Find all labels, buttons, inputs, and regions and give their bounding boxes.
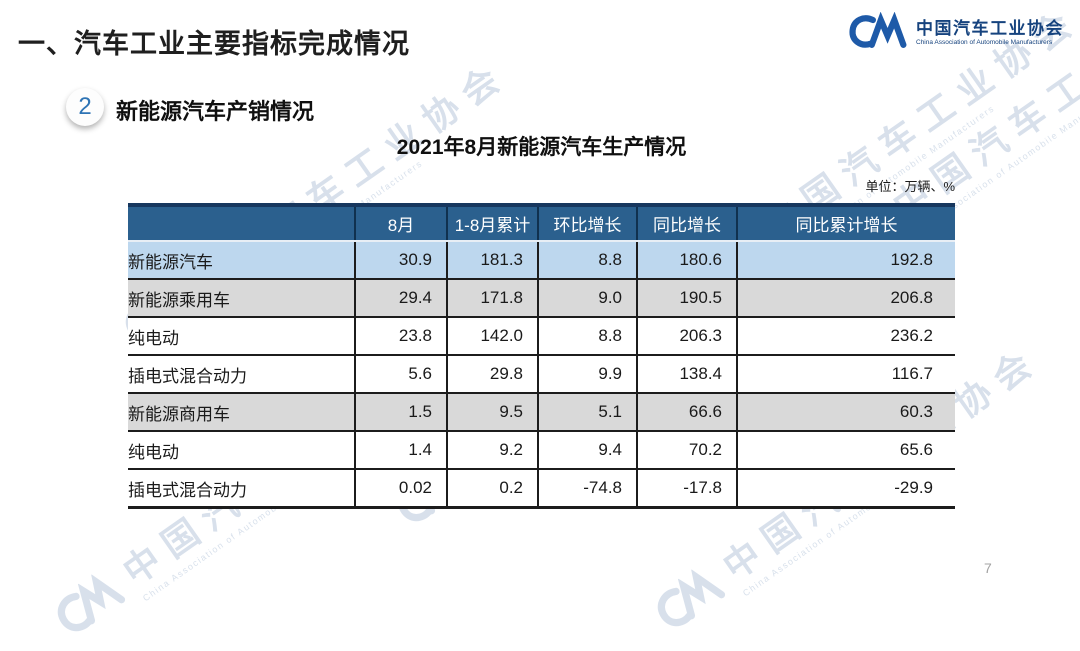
section-title: 新能源汽车产销情况 [116, 99, 315, 124]
row-value-yoy-growth: 70.2 [636, 430, 737, 469]
row-value-mom-growth: 9.9 [537, 354, 637, 393]
row-value-cumulative: 181.3 [446, 241, 538, 279]
row-value-august: 23.8 [354, 316, 447, 355]
table-body: 新能源汽车 30.9 181.3 8.8 180.6 192.8 新能源乘用车 … [128, 241, 955, 509]
section-number-badge: 2 [66, 88, 104, 126]
row-value-yoy-cumulative-growth: 65.6 [736, 430, 955, 469]
row-value-yoy-growth: -17.8 [636, 468, 737, 509]
row-value-yoy-growth: 180.6 [636, 241, 737, 279]
row-value-august: 5.6 [354, 354, 447, 393]
row-value-yoy-cumulative-growth: -29.9 [736, 468, 955, 509]
header-cell-category [128, 203, 355, 242]
page-title: 一、汽车工业主要指标完成情况 [18, 29, 410, 59]
row-label: 新能源乘用车 [128, 278, 355, 317]
logo-name-zh: 中国汽车工业协会 [916, 19, 1064, 39]
row-label: 插电式混合动力 [128, 468, 355, 509]
header-cell-august: 8月 [354, 203, 447, 242]
row-label: 新能源商用车 [128, 392, 355, 431]
table-row: 插电式混合动力 0.02 0.2 -74.8 -17.8 -29.9 [128, 468, 955, 509]
row-value-yoy-cumulative-growth: 236.2 [736, 316, 955, 355]
row-value-mom-growth: 8.8 [537, 241, 637, 279]
production-table: 8月 1-8月累计 环比增长 同比增长 同比累计增长 新能源汽车 30.9 18… [128, 203, 955, 509]
row-value-yoy-growth: 66.6 [636, 392, 737, 431]
unit-note: 单位：万辆、% [865, 179, 955, 194]
row-value-august: 30.9 [354, 241, 447, 279]
row-value-august: 0.02 [354, 468, 447, 509]
caam-monogram-icon [849, 12, 907, 48]
row-value-yoy-growth: 190.5 [636, 278, 737, 317]
table-row: 纯电动 23.8 142.0 8.8 206.3 236.2 [128, 316, 955, 355]
row-value-mom-growth: 5.1 [537, 392, 637, 431]
caam-monogram-icon [657, 568, 726, 627]
header-cell-yoy-growth: 同比增长 [636, 203, 737, 242]
row-value-cumulative: 171.8 [446, 278, 538, 317]
header-cell-yoy-cumulative-growth: 同比累计增长 [736, 203, 955, 242]
row-value-cumulative: 9.2 [446, 430, 538, 469]
header-cell-mom-growth: 环比增长 [537, 203, 637, 242]
row-label: 插电式混合动力 [128, 354, 355, 393]
row-value-yoy-growth: 138.4 [636, 354, 737, 393]
page-number: 7 [984, 560, 992, 576]
table-row: 插电式混合动力 5.6 29.8 9.9 138.4 116.7 [128, 354, 955, 393]
row-value-yoy-cumulative-growth: 60.3 [736, 392, 955, 431]
row-value-yoy-cumulative-growth: 192.8 [736, 241, 955, 279]
table-row: 纯电动 1.4 9.2 9.4 70.2 65.6 [128, 430, 955, 469]
row-value-august: 1.5 [354, 392, 447, 431]
row-value-mom-growth: -74.8 [537, 468, 637, 509]
row-label: 纯电动 [128, 316, 355, 355]
row-value-yoy-cumulative-growth: 206.8 [736, 278, 955, 317]
row-value-yoy-growth: 206.3 [636, 316, 737, 355]
table-row: 新能源汽车 30.9 181.3 8.8 180.6 192.8 [128, 241, 955, 279]
row-value-cumulative: 29.8 [446, 354, 538, 393]
row-value-cumulative: 9.5 [446, 392, 538, 431]
row-value-mom-growth: 9.4 [537, 430, 637, 469]
row-value-august: 29.4 [354, 278, 447, 317]
row-label: 纯电动 [128, 430, 355, 469]
row-value-cumulative: 142.0 [446, 316, 538, 355]
table-row: 新能源乘用车 29.4 171.8 9.0 190.5 206.8 [128, 278, 955, 317]
caam-logo: 中国汽车工业协会 China Association of Automobile… [847, 12, 1064, 54]
row-label: 新能源汽车 [128, 252, 213, 272]
logo-name-en: China Association of Automobile Manufact… [916, 39, 1053, 47]
header-cell-cumulative: 1-8月累计 [446, 203, 538, 242]
row-value-mom-growth: 8.8 [537, 316, 637, 355]
table-row: 新能源商用车 1.5 9.5 5.1 66.6 60.3 [128, 392, 955, 431]
table-header-row: 8月 1-8月累计 环比增长 同比增长 同比累计增长 [128, 203, 955, 242]
table-title: 2021年8月新能源汽车生产情况 [396, 136, 687, 159]
caam-monogram-icon [57, 573, 126, 632]
table-header: 8月 1-8月累计 环比增长 同比增长 同比累计增长 [128, 203, 955, 242]
row-value-mom-growth: 9.0 [537, 278, 637, 317]
row-value-yoy-cumulative-growth: 116.7 [736, 354, 955, 393]
row-value-august: 1.4 [354, 430, 447, 469]
row-value-cumulative: 0.2 [446, 468, 538, 509]
